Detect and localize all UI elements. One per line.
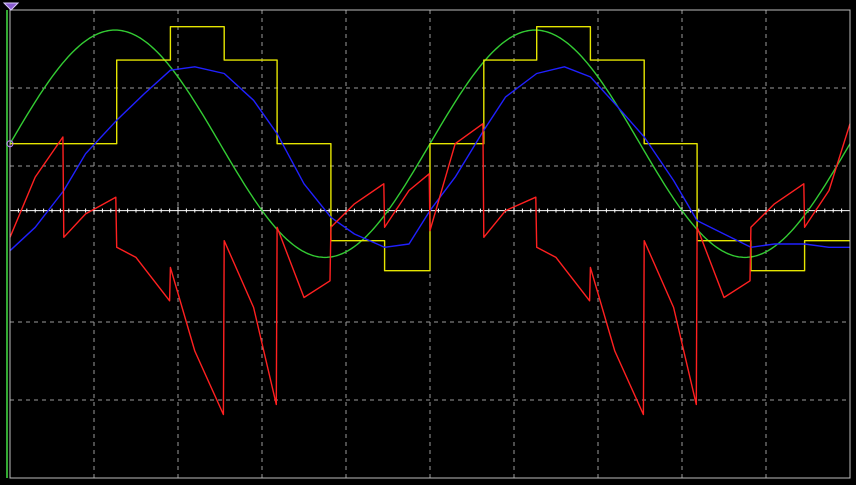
plot-border bbox=[9, 9, 851, 479]
scope-frame bbox=[2, 2, 851, 479]
traces bbox=[9, 26, 851, 416]
channel-marker-icon bbox=[6, 140, 14, 148]
series-line-3 bbox=[9, 123, 851, 416]
trigger-marker-icon bbox=[2, 2, 20, 11]
